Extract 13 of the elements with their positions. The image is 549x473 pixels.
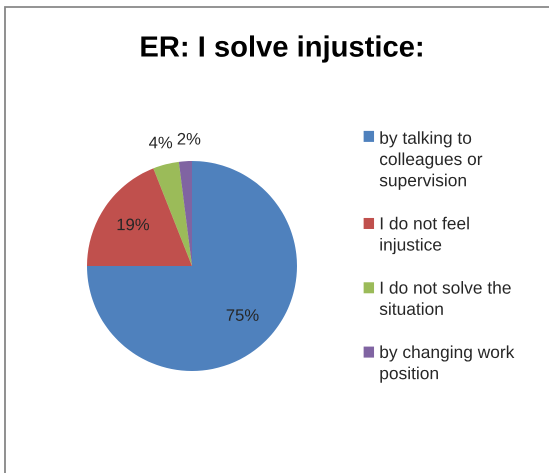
data-label: 75% <box>226 309 259 321</box>
pie-slice <box>153 162 192 266</box>
legend-label: I do not solve the situation <box>380 281 511 316</box>
legend-label: by changing work position <box>380 345 514 383</box>
data-label: 19% <box>118 218 150 230</box>
data-label: 2% <box>178 132 200 145</box>
chart-title: ER: I solve injustice: <box>141 35 422 63</box>
legend-label: by talking to colleagues or supervision <box>380 131 482 190</box>
pie-slice <box>87 161 297 371</box>
pie-slice <box>178 161 192 266</box>
data-label: 4% <box>149 136 172 148</box>
legend-label: I do not feel injustice <box>380 216 469 254</box>
pie-slice <box>87 168 192 266</box>
